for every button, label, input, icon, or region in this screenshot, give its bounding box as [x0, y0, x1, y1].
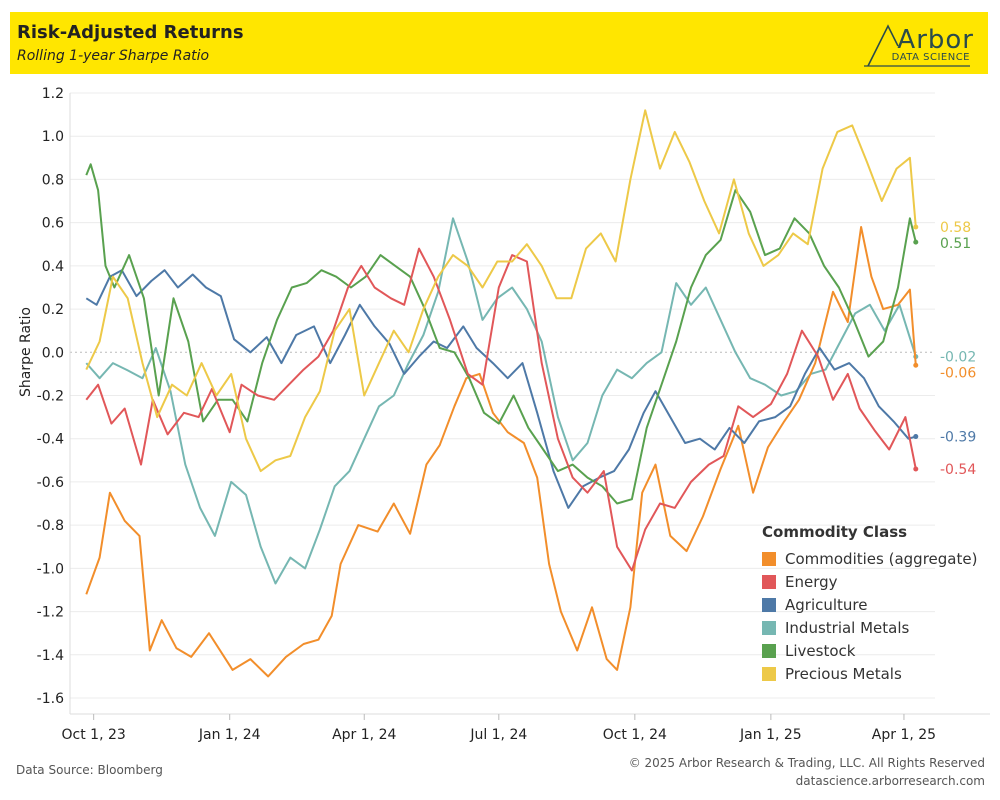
y-tick-label: 1.0 [42, 129, 64, 145]
series-line-energy [85, 247, 917, 572]
y-tick-label: 1.2 [42, 86, 64, 102]
legend-label: Energy [785, 572, 838, 591]
legend-swatch [762, 666, 776, 681]
end-labels: 0.580.51 -0.02-0.06 -0.39 -0.54 [940, 220, 976, 478]
y-axis-label: Sharpe Ratio [18, 307, 34, 397]
series-line-precious-metals [85, 109, 917, 473]
x-tick-label: Jul 1, 24 [469, 727, 527, 743]
y-tick-label: 0.4 [42, 259, 64, 275]
legend-label: Industrial Metals [785, 618, 910, 637]
legend-swatch [762, 643, 776, 658]
chart-subtitle: Rolling 1-year Sharpe Ratio [17, 48, 210, 64]
legend: Commodity Class Commodities (aggregate) E… [762, 523, 977, 685]
series-line-agriculture [85, 269, 917, 509]
y-tick-label: 0.0 [42, 345, 64, 361]
series-line-livestock [85, 163, 917, 505]
series-lines [85, 109, 919, 678]
header-banner: Risk-Adjusted Returns Rolling 1-year Sha… [10, 12, 988, 74]
legend-swatch [762, 597, 776, 612]
x-tick-label: Jan 1, 24 [198, 727, 261, 743]
x-axis: Oct 1, 23 Jan 1, 24 Apr 1, 24 Jul 1, 24 Oct … [62, 713, 990, 743]
legend-item: Livestock [762, 639, 977, 662]
website-text: datascience.arborresearch.com [795, 774, 985, 788]
series-end-point [913, 434, 919, 440]
footer-credits: © 2025 Arbor Research & Trading, LLC. Al… [629, 754, 985, 790]
end-value-label: -0.06 [940, 366, 976, 382]
y-tick-label: 0.2 [42, 302, 64, 318]
x-tick-label: Apr 1, 25 [872, 727, 936, 743]
y-tick-label: -0.2 [37, 389, 64, 405]
legend-items: Commodities (aggregate) Energy Agriculture… [762, 547, 977, 685]
legend-label: Agriculture [785, 595, 868, 614]
series-end-point [913, 466, 919, 472]
logo-word: Arbor [897, 25, 974, 55]
y-tick-label: -0.6 [37, 475, 64, 491]
grid-lines [70, 92, 935, 699]
legend-item: Commodities (aggregate) [762, 547, 977, 570]
legend-swatch [762, 620, 776, 635]
data-source: Data Source: Bloomberg [16, 763, 163, 777]
y-tick-label: 0.8 [42, 172, 64, 188]
y-tick-label: -1.0 [37, 561, 64, 577]
y-tick-label: -0.8 [37, 518, 64, 534]
end-value-label: 0.51 [940, 236, 971, 252]
x-tick-label: Jan 1, 25 [739, 727, 802, 743]
y-tick-label: -0.4 [37, 432, 64, 448]
legend-label: Livestock [785, 641, 856, 660]
arbor-logo: Arbor DATA SCIENCE [858, 12, 988, 74]
copyright-text: © 2025 Arbor Research & Trading, LLC. Al… [628, 756, 985, 770]
y-axis: -1.6 -1.4 -1.2 -1.0 -0.8 -0.6 -0.4 -0.2 0.0 0.2 0.… [37, 86, 71, 714]
series-end-point [913, 224, 919, 230]
series-end-point [913, 239, 919, 245]
legend-item: Industrial Metals [762, 616, 977, 639]
end-value-label: -0.02 [940, 350, 976, 366]
legend-item: Agriculture [762, 593, 977, 616]
x-tick-label: Oct 1, 23 [62, 727, 126, 743]
x-tick-label: Apr 1, 24 [332, 727, 396, 743]
series-line-commodities-aggregate [85, 226, 917, 678]
y-tick-label: -1.2 [37, 605, 64, 621]
legend-title: Commodity Class [762, 523, 908, 541]
legend-item: Energy [762, 570, 977, 593]
y-tick-label: -1.4 [37, 648, 64, 664]
legend-swatch [762, 574, 776, 589]
end-value-label: -0.39 [940, 430, 976, 446]
y-tick-label: -1.6 [37, 691, 64, 707]
chart-title: Risk-Adjusted Returns [17, 22, 244, 43]
end-value-label: -0.54 [940, 462, 976, 478]
sharpe-ratio-chart: -1.6 -1.4 -1.2 -1.0 -0.8 -0.6 -0.4 -0.2 0.0 0.2 0.… [18, 86, 990, 743]
legend-swatch [762, 551, 776, 566]
legend-item: Precious Metals [762, 662, 977, 685]
end-value-label: 0.58 [940, 220, 971, 236]
x-tick-label: Oct 1, 24 [603, 727, 667, 743]
series-end-point [913, 362, 919, 368]
logo-subtext: DATA SCIENCE [891, 52, 970, 63]
legend-label: Commodities (aggregate) [785, 549, 978, 568]
y-tick-label: 0.6 [42, 216, 64, 232]
legend-label: Precious Metals [785, 664, 902, 683]
logo-mark-icon [864, 24, 970, 67]
